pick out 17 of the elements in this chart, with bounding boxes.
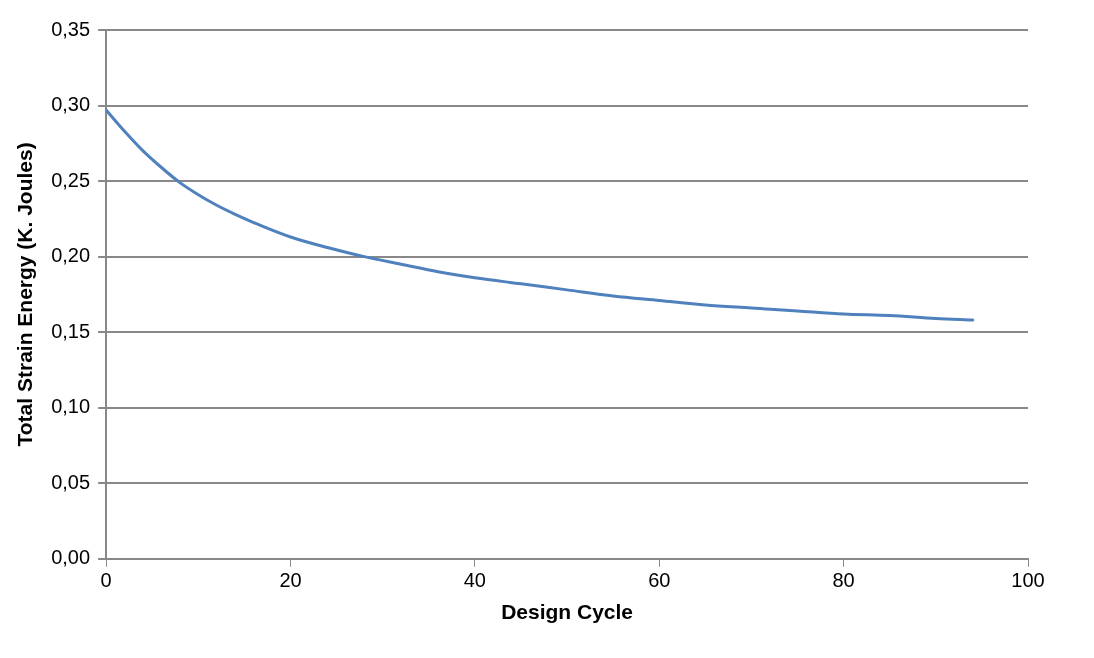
line-series (106, 108, 975, 322)
y-tick-label: 0,05 (51, 470, 91, 493)
y-axis-title: Total Strain Energy (K. Joules) (13, 142, 37, 447)
x-axis-title: Design Cycle (501, 600, 634, 624)
y-tick-label: 0,15 (51, 319, 91, 342)
x-tick-label: 100 (1011, 569, 1045, 592)
x-tick-label: 0 (100, 569, 112, 592)
y-tick-label: 0,00 (51, 546, 91, 569)
y-tick-label: 0,10 (51, 395, 91, 418)
y-tick-label: 0,30 (51, 93, 91, 116)
x-tick-label: 20 (279, 569, 302, 592)
y-tick-label: 0,35 (51, 17, 91, 40)
x-tick-label: 80 (832, 569, 855, 592)
x-tick-label: 40 (463, 569, 486, 592)
y-tick-label: 0,20 (51, 244, 91, 267)
y-tick-label: 0,25 (51, 168, 91, 191)
x-tick-label: 60 (648, 569, 671, 592)
